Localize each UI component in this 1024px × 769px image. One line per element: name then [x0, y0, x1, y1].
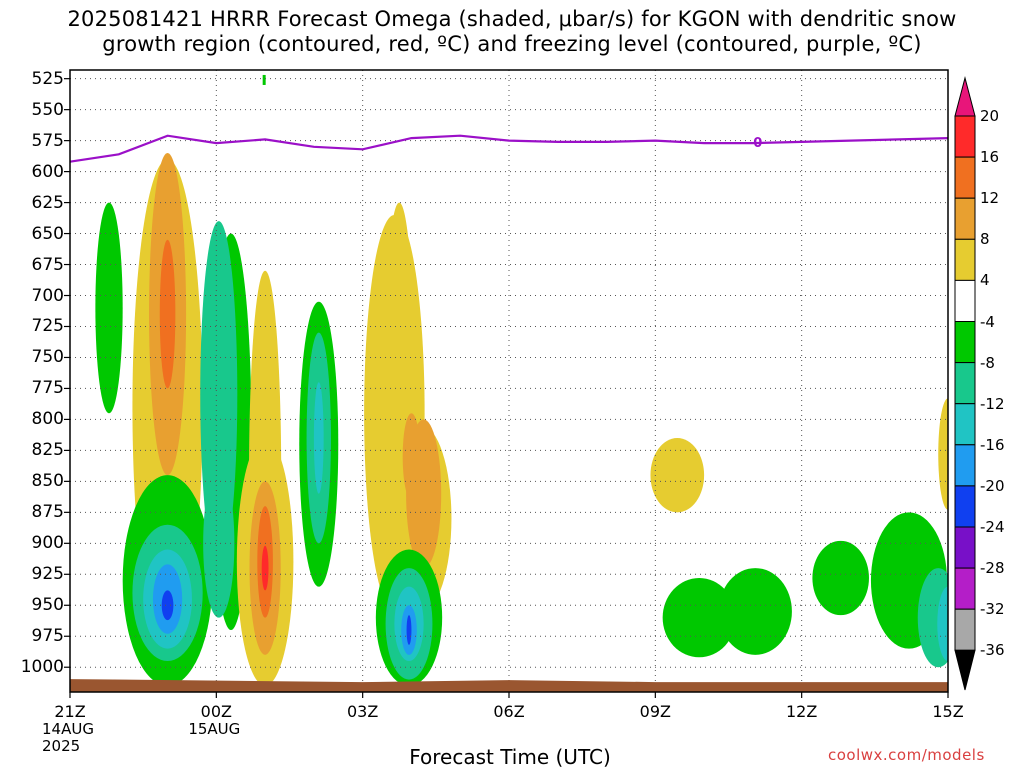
- omega-region: [662, 578, 736, 658]
- colorbar-label: -16: [980, 435, 1005, 454]
- omega-region: [402, 413, 421, 500]
- colorbar-segment: [954, 238, 976, 281]
- omega-shading: [95, 74, 948, 686]
- colorbar: [954, 76, 976, 691]
- omega-region: [159, 239, 176, 389]
- colorbar-segment: [954, 608, 976, 651]
- x-date-label: 15AUG: [188, 720, 241, 738]
- colorbar-segment: [954, 156, 976, 199]
- omega-region: [261, 545, 269, 591]
- omega-region: [203, 468, 235, 618]
- omega-region: [718, 568, 792, 655]
- surface-terrain: [70, 679, 948, 692]
- colorbar-label: -28: [980, 559, 1005, 578]
- y-tick-label: 575: [31, 130, 64, 151]
- y-tick-label: 875: [31, 502, 64, 523]
- colorbar-top-arrow: [954, 76, 976, 117]
- colorbar-segment: [954, 444, 976, 487]
- colorbar-label: -20: [980, 476, 1005, 495]
- freezing-level-line: [69, 134, 949, 163]
- colorbar-segment: [954, 526, 976, 569]
- y-tick-label: 800: [31, 409, 64, 430]
- y-tick-label: 675: [31, 254, 64, 275]
- x-tick-label: 21Z: [54, 702, 86, 721]
- y-tick-label: 775: [31, 378, 64, 399]
- y-tick-label: 900: [31, 533, 64, 554]
- omega-region: [95, 202, 123, 414]
- y-tick-label: 725: [31, 316, 64, 337]
- x-date-label: 14AUG: [42, 720, 94, 738]
- chart-title-line-2: growth region (contoured, red, ºC) and f…: [102, 32, 922, 56]
- chart-title-line-1: 2025081421 HRRR Forecast Omega (shaded, …: [67, 7, 957, 31]
- freezing-level-label: 0: [753, 136, 762, 151]
- x-tick-label: 00Z: [200, 702, 232, 721]
- omega-region: [313, 382, 324, 494]
- y-tick-label: 825: [31, 440, 64, 461]
- colorbar-label: -8: [980, 353, 995, 372]
- colorbar-label: 8: [980, 230, 990, 249]
- y-tick-label: 925: [31, 564, 64, 585]
- colorbar-segment: [954, 485, 976, 528]
- omega-region: [200, 221, 238, 569]
- x-date-label: 2025: [42, 737, 81, 755]
- colorbar-bottom-arrow: [954, 649, 976, 691]
- y-tick-label: 850: [31, 471, 64, 492]
- colorbar-segment: [954, 403, 976, 446]
- colorbar-segment: [954, 321, 976, 364]
- y-tick-label: 525: [31, 68, 64, 89]
- y-tick-label: 625: [31, 192, 64, 213]
- y-tick-label: 975: [31, 626, 64, 647]
- y-tick-label: 650: [31, 223, 64, 244]
- y-tick-label: 700: [31, 285, 64, 306]
- x-tick-label: 12Z: [785, 702, 818, 721]
- colorbar-segment: [954, 362, 976, 405]
- colorbar-label: 12: [980, 189, 1000, 208]
- x-tick-label: 03Z: [346, 702, 379, 721]
- omega-region: [262, 74, 266, 85]
- colorbar-segment: [954, 279, 976, 322]
- source-credit: coolwx.com/models: [828, 746, 985, 764]
- colorbar-label: -24: [980, 518, 1005, 536]
- colorbar-label: -12: [980, 394, 1005, 413]
- colorbar-label: -36: [980, 641, 1005, 660]
- x-tick-label: 09Z: [639, 702, 671, 721]
- colorbar-label: 16: [980, 148, 1000, 167]
- omega-region: [812, 540, 869, 616]
- omega-region: [161, 590, 174, 621]
- y-tick-label: 950: [31, 595, 64, 616]
- y-tick-label: 550: [31, 99, 64, 120]
- y-tick-label: 600: [31, 161, 64, 182]
- y-tick-label: 750: [31, 347, 64, 368]
- omega-region: [938, 398, 948, 510]
- colorbar-label: 4: [980, 271, 990, 290]
- colorbar-segment: [954, 197, 976, 240]
- colorbar-segment: [954, 115, 976, 158]
- omega-region: [406, 615, 412, 645]
- x-tick-label: 06Z: [493, 702, 525, 721]
- colorbar-label: 20: [980, 107, 1000, 125]
- omega-region: [650, 437, 705, 513]
- colorbar-label: -32: [980, 600, 1005, 619]
- y-tick-label: 1000: [20, 657, 64, 678]
- x-tick-label: 15Z: [932, 702, 964, 721]
- colorbar-label: -4: [980, 312, 995, 331]
- x-axis-label: Forecast Time (UTC): [409, 745, 611, 769]
- colorbar-segment: [954, 567, 976, 610]
